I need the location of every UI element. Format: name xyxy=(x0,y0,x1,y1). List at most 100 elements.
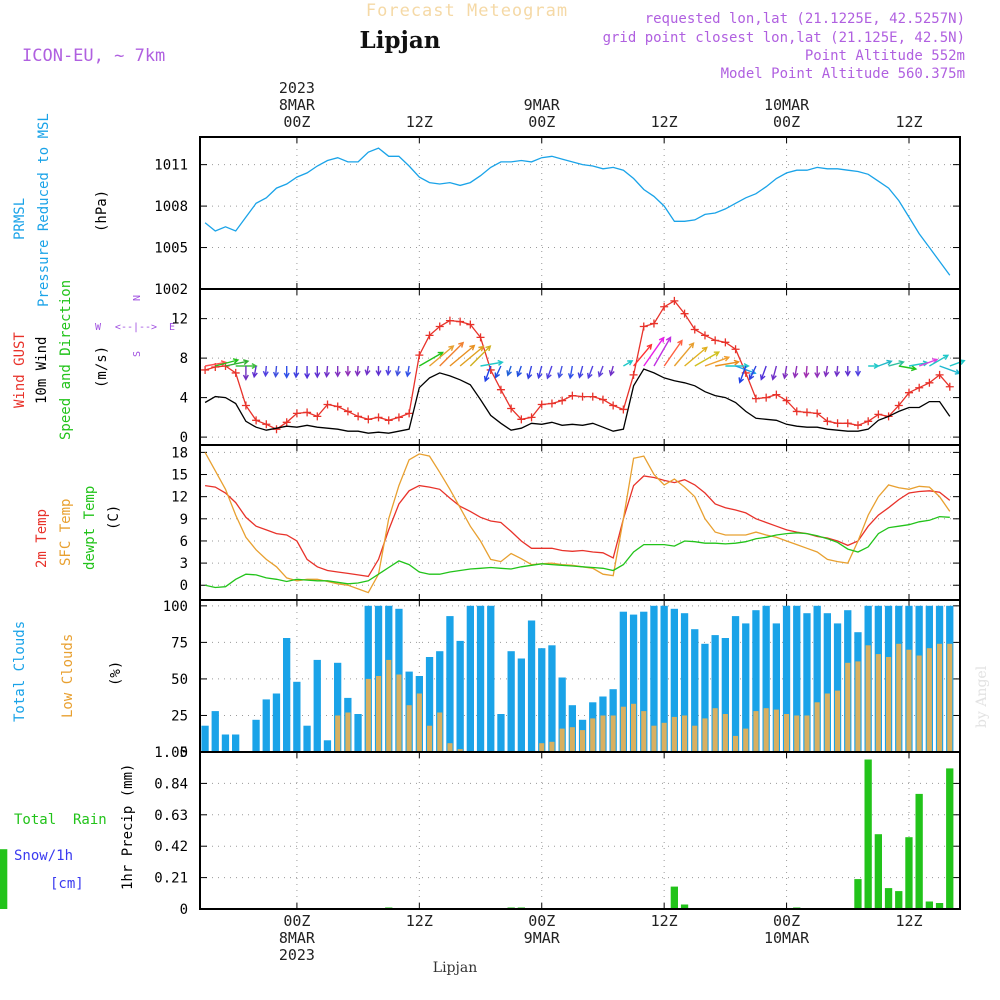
low-cloud-bar xyxy=(335,715,341,752)
y-tick-label: 50 xyxy=(171,672,188,688)
gust-marker xyxy=(313,412,322,421)
time-axis-label: 00Z xyxy=(773,912,800,930)
precip-bar xyxy=(915,793,923,909)
low-cloud-bar xyxy=(620,706,626,752)
wind-direction-arrow xyxy=(643,336,665,367)
low-cloud-bar xyxy=(906,649,912,752)
gust-marker xyxy=(823,417,832,426)
low-cloud-bar xyxy=(865,645,871,752)
y-tick-label: 12 xyxy=(171,490,188,506)
gust-marker xyxy=(680,309,689,318)
low-cloud-bar xyxy=(416,693,422,752)
wind-direction-arrow xyxy=(587,365,594,380)
y-tick-label: 1008 xyxy=(154,199,188,215)
total-cloud-bar xyxy=(803,613,811,752)
low-cloud-bar xyxy=(733,735,739,752)
wind-direction-arrow xyxy=(608,365,615,377)
wind-direction-arrow xyxy=(344,366,351,377)
precip-panel: 1hr Precip (mm) Total Rain Snow/1h [cm] … xyxy=(0,745,961,918)
gust-marker xyxy=(751,394,760,403)
total-cloud-bar xyxy=(232,734,240,752)
time-axis-label: 00Z xyxy=(528,113,555,131)
gust-marker xyxy=(343,407,352,416)
total-cloud-bar xyxy=(742,623,750,752)
gust-marker xyxy=(802,408,811,417)
low-cloud-bar xyxy=(926,648,932,752)
wind-label-10m: 10m Wind xyxy=(34,337,50,404)
gust-marker xyxy=(364,415,373,424)
time-axis-label: 9MAR xyxy=(524,96,561,114)
low-cloud-bar xyxy=(743,728,749,752)
low-cloud-bar xyxy=(845,662,851,752)
wind-direction-arrow xyxy=(694,351,721,367)
gust-marker xyxy=(904,388,913,397)
wind-direction-arrow xyxy=(272,365,279,379)
low-cloud-bar xyxy=(794,715,800,752)
y-tick-label: 3 xyxy=(180,556,188,572)
wind-direction-arrow xyxy=(439,341,465,367)
wind-direction-arrow xyxy=(653,336,672,367)
gust-marker xyxy=(915,383,924,392)
compass-west: W xyxy=(95,322,102,333)
gust-marker xyxy=(374,413,383,422)
y-tick-label: 1005 xyxy=(154,241,188,257)
y-tick-label: 0.21 xyxy=(154,871,188,887)
total-cloud-bar xyxy=(334,662,342,752)
gust-marker xyxy=(425,331,434,340)
precip-bar xyxy=(946,768,954,909)
wind-direction-arrow xyxy=(506,365,512,377)
wind-direction-arrow xyxy=(225,359,250,367)
gust-marker xyxy=(894,401,903,410)
y-tick-label: 1.05 xyxy=(154,745,188,761)
low-cloud-bar xyxy=(641,711,647,752)
gust-marker xyxy=(415,351,424,360)
y-tick-label: 1011 xyxy=(154,158,188,174)
series-sfc-temp-line xyxy=(204,452,951,594)
wind-direction-arrow xyxy=(262,365,269,378)
y-tick-label: 0.42 xyxy=(154,839,188,855)
total-cloud-bar xyxy=(619,611,627,752)
wind-direction-arrow xyxy=(918,358,939,367)
low-cloud-bar xyxy=(447,743,453,752)
low-cloud-bar xyxy=(824,693,830,752)
wind-direction-arrow xyxy=(803,365,810,379)
total-cloud-bar xyxy=(283,638,291,752)
y-tick-label: 15 xyxy=(171,468,188,484)
time-axis-label: 12Z xyxy=(651,113,678,131)
wind-label-gust: Wind GUST xyxy=(12,332,28,408)
low-cloud-bar xyxy=(692,725,698,752)
temp-label-unit: (C) xyxy=(106,505,122,530)
total-cloud-bar xyxy=(303,725,311,752)
gust-marker xyxy=(507,404,516,413)
y-tick-label: 18 xyxy=(171,445,188,461)
time-axis-label: 00Z xyxy=(283,113,310,131)
gust-marker xyxy=(925,378,934,387)
y-tick-label: 0 xyxy=(180,430,188,446)
wind-direction-arrow xyxy=(283,366,290,379)
wind-direction-arrow xyxy=(405,365,412,378)
total-cloud-bar xyxy=(466,605,474,752)
gust-marker xyxy=(476,333,485,342)
wind-direction-arrow xyxy=(469,345,492,367)
wind-direction-arrow xyxy=(834,365,841,378)
info-line-model-altitude: Model Point Altitude 560.375m xyxy=(721,66,965,82)
compass-east: E xyxy=(169,322,175,333)
total-cloud-bar xyxy=(517,658,525,752)
temp-label-sfc: SFC Temp xyxy=(58,499,74,566)
low-cloud-bar xyxy=(784,714,790,752)
total-cloud-bar xyxy=(548,645,556,752)
total-cloud-bar xyxy=(507,651,515,752)
gust-marker xyxy=(762,393,771,402)
low-cloud-bar xyxy=(937,643,943,752)
wind-direction-arrow xyxy=(429,345,455,367)
gust-marker xyxy=(843,419,852,428)
panel-frame xyxy=(199,751,961,910)
wind-direction-arrow xyxy=(304,366,311,380)
clouds-label-unit: (%) xyxy=(108,661,124,686)
wind-direction-arrow xyxy=(323,365,330,379)
series-10m-wind-line xyxy=(204,368,951,434)
wind-panel: Wind GUST 10m Wind Speed and Direction (… xyxy=(12,280,966,446)
total-cloud-bar xyxy=(793,605,801,752)
